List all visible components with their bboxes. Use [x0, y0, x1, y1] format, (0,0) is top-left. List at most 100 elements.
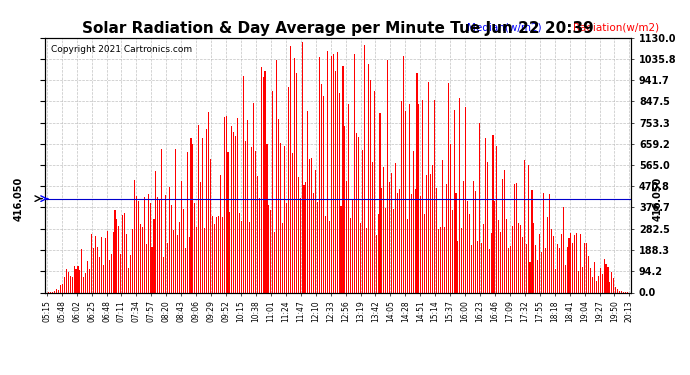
- Bar: [533, 223, 535, 292]
- Bar: [399, 189, 400, 292]
- Bar: [457, 241, 458, 292]
- Bar: [502, 179, 503, 292]
- Bar: [288, 87, 289, 292]
- Bar: [325, 216, 326, 292]
- Text: 416.050: 416.050: [653, 177, 662, 221]
- Bar: [406, 219, 408, 292]
- Bar: [101, 237, 102, 292]
- Bar: [543, 193, 544, 292]
- Bar: [477, 241, 478, 292]
- Bar: [453, 111, 455, 292]
- Bar: [377, 214, 379, 292]
- Bar: [87, 261, 88, 292]
- Bar: [609, 282, 611, 292]
- Bar: [344, 126, 346, 292]
- Bar: [553, 236, 554, 292]
- Bar: [489, 249, 490, 292]
- Bar: [352, 199, 353, 292]
- Bar: [245, 141, 246, 292]
- Bar: [185, 248, 186, 292]
- Bar: [444, 227, 445, 292]
- Bar: [613, 278, 614, 292]
- Bar: [315, 170, 316, 292]
- Bar: [545, 248, 546, 292]
- Bar: [221, 217, 223, 292]
- Bar: [535, 245, 536, 292]
- Text: Copyright 2021 Cartronics.com: Copyright 2021 Cartronics.com: [51, 45, 192, 54]
- Bar: [229, 212, 230, 292]
- Bar: [356, 133, 357, 292]
- Bar: [364, 45, 365, 292]
- Bar: [186, 152, 188, 292]
- Bar: [451, 210, 453, 292]
- Bar: [428, 82, 429, 292]
- Bar: [83, 277, 84, 292]
- Bar: [333, 54, 334, 292]
- Bar: [112, 232, 114, 292]
- Bar: [247, 120, 248, 292]
- Bar: [424, 214, 425, 292]
- Bar: [372, 162, 373, 292]
- Bar: [66, 269, 67, 292]
- Bar: [422, 100, 424, 292]
- Bar: [297, 177, 299, 292]
- Bar: [237, 118, 238, 292]
- Bar: [108, 260, 110, 292]
- Bar: [319, 57, 320, 292]
- Bar: [520, 225, 521, 292]
- Bar: [607, 267, 609, 292]
- Bar: [442, 160, 443, 292]
- Bar: [366, 228, 367, 292]
- Bar: [467, 201, 469, 292]
- Bar: [331, 56, 332, 292]
- Bar: [584, 243, 585, 292]
- Bar: [219, 175, 221, 292]
- Bar: [391, 173, 392, 292]
- Bar: [155, 171, 157, 292]
- Bar: [469, 214, 470, 292]
- Bar: [360, 223, 361, 292]
- Bar: [235, 136, 237, 292]
- Bar: [274, 232, 275, 292]
- Bar: [387, 60, 388, 292]
- Bar: [146, 244, 147, 292]
- Bar: [317, 202, 318, 292]
- Bar: [163, 256, 164, 292]
- Bar: [418, 104, 420, 292]
- Bar: [286, 204, 287, 292]
- Bar: [130, 255, 131, 292]
- Bar: [370, 80, 371, 292]
- Bar: [307, 111, 308, 292]
- Bar: [296, 74, 297, 292]
- Bar: [582, 267, 583, 292]
- Bar: [551, 229, 552, 292]
- Bar: [165, 195, 166, 292]
- Bar: [619, 291, 620, 292]
- Bar: [486, 162, 488, 292]
- Bar: [91, 234, 92, 292]
- Bar: [183, 209, 184, 292]
- Bar: [430, 174, 431, 292]
- Bar: [541, 252, 542, 292]
- Bar: [463, 181, 464, 292]
- Bar: [206, 129, 207, 292]
- Bar: [268, 206, 270, 292]
- Bar: [63, 277, 65, 292]
- Bar: [253, 103, 254, 292]
- Bar: [89, 270, 90, 292]
- Bar: [294, 58, 295, 292]
- Bar: [590, 268, 591, 292]
- Bar: [110, 254, 112, 292]
- Bar: [408, 104, 410, 292]
- Bar: [77, 266, 79, 292]
- Bar: [313, 194, 314, 292]
- Bar: [574, 235, 575, 292]
- Bar: [79, 270, 81, 292]
- Bar: [504, 170, 505, 292]
- Bar: [500, 232, 502, 292]
- Bar: [124, 213, 126, 292]
- Bar: [557, 244, 558, 292]
- Bar: [282, 224, 283, 292]
- Bar: [309, 159, 310, 292]
- Bar: [284, 146, 285, 292]
